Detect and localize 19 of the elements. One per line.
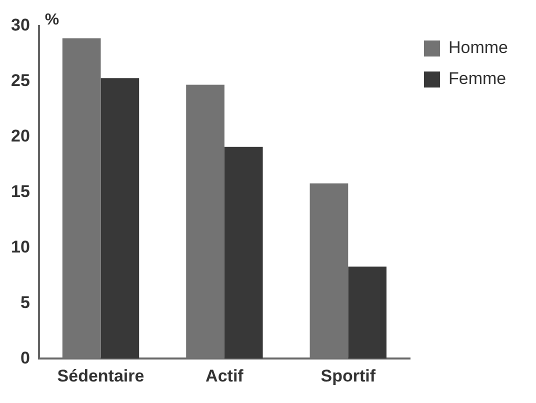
- legend-label: Homme: [448, 38, 508, 58]
- y-tick-label: 10: [10, 237, 30, 256]
- y-tick-label: 0: [20, 348, 30, 368]
- bar: [100, 78, 140, 359]
- bar: [62, 38, 101, 359]
- legend-label: Femme: [448, 69, 506, 88]
- bar: [186, 84, 224, 359]
- y-axis-title: %: [44, 11, 60, 28]
- y-tick-label: 30: [10, 16, 30, 35]
- x-tick-label: Sédentaire: [57, 366, 144, 386]
- x-tick-label: Sportif: [320, 366, 376, 386]
- y-tick-label: 20: [10, 126, 30, 146]
- bar: [310, 183, 348, 359]
- y-tick-label: 15: [10, 182, 30, 201]
- bar: [348, 266, 386, 359]
- y-tick-label: 25: [10, 71, 30, 90]
- y-tick-label: 5: [20, 292, 30, 312]
- bar: [224, 146, 263, 359]
- x-tick-label: Actif: [206, 366, 244, 386]
